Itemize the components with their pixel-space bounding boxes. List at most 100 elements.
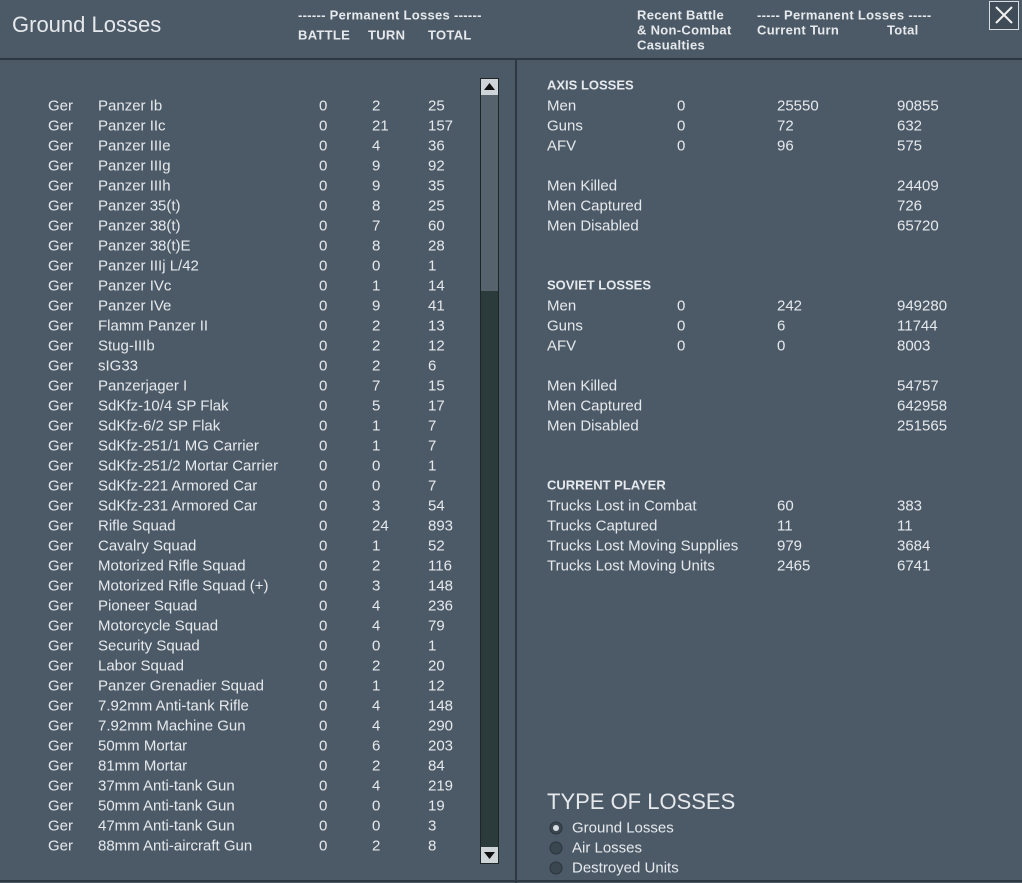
nation: Ger	[48, 157, 74, 175]
battle-losses: 0	[319, 277, 328, 295]
total-losses: 116	[428, 557, 452, 575]
column-header: Current Turn	[757, 22, 840, 38]
nation: Ger	[48, 737, 74, 755]
turn-value: 60	[777, 497, 794, 515]
loss-label: AFV	[547, 337, 577, 355]
total-value: 6741	[897, 557, 931, 575]
nation: Ger	[48, 557, 74, 575]
turn-losses: 2	[372, 837, 381, 855]
scrollbar[interactable]	[480, 78, 499, 864]
total-losses: 157	[428, 117, 454, 135]
total-value: 575	[897, 137, 923, 155]
loss-label: Men Disabled	[547, 217, 639, 235]
turn-value: 25550	[777, 97, 819, 115]
total-losses: 20	[428, 657, 445, 675]
battle-losses: 0	[319, 137, 328, 155]
turn-losses: 7	[372, 217, 381, 235]
total-losses: 148	[428, 697, 454, 715]
nation: Ger	[48, 777, 74, 795]
unit-name: sIG33	[98, 357, 139, 375]
unit-name: Panzer Ib	[98, 97, 163, 115]
nation: Ger	[48, 577, 74, 595]
unit-name: SdKfz-10/4 SP Flak	[98, 397, 229, 415]
nation: Ger	[48, 837, 74, 855]
total-value: 11744	[897, 317, 938, 335]
close-button[interactable]	[989, 1, 1019, 31]
total-losses: 7	[428, 437, 437, 455]
turn-losses: 7	[372, 377, 381, 395]
column-header: Casualties	[637, 37, 706, 53]
loss-label: Trucks Lost in Combat	[547, 497, 697, 515]
nation: Ger	[48, 677, 74, 695]
nation: Ger	[48, 177, 74, 195]
turn-losses: 2	[372, 557, 381, 575]
scrollbar-thumb[interactable]	[481, 95, 498, 291]
turn-losses: 4	[372, 617, 381, 635]
total-value: 642958	[897, 397, 948, 415]
column-header: BATTLE	[298, 27, 351, 43]
loss-label: Trucks Captured	[547, 517, 658, 535]
turn-losses: 1	[372, 437, 381, 455]
battle-losses: 0	[319, 577, 328, 595]
radio-button[interactable]	[549, 861, 563, 875]
radio-button[interactable]	[549, 841, 563, 855]
nation: Ger	[48, 397, 74, 415]
nation: Ger	[48, 217, 74, 235]
loss-type-option[interactable]: Ground Losses	[572, 819, 674, 837]
loss-label: Guns	[547, 317, 583, 335]
nation: Ger	[48, 517, 74, 535]
turn-losses: 24	[372, 517, 389, 535]
battle-value: 0	[677, 117, 686, 135]
radio-button[interactable]	[549, 821, 563, 835]
unit-name: 7.92mm Machine Gun	[98, 717, 246, 735]
total-losses: 1	[428, 257, 437, 275]
nation: Ger	[48, 717, 74, 735]
loss-type-option[interactable]: Air Losses	[572, 839, 643, 857]
unit-name: 50mm Mortar	[98, 737, 188, 755]
nation: Ger	[48, 317, 74, 335]
battle-value: 0	[677, 97, 686, 115]
battle-losses: 0	[319, 737, 328, 755]
unit-name: 50mm Anti-tank Gun	[98, 797, 235, 815]
unit-name: Motorcycle Squad	[98, 617, 219, 635]
turn-losses: 9	[372, 177, 381, 195]
total-losses: 1	[428, 637, 437, 655]
battle-losses: 0	[319, 217, 328, 235]
total-losses: 41	[428, 297, 445, 315]
unit-name: SdKfz-231 Armored Car	[98, 497, 258, 515]
bottom-border	[0, 880, 1022, 882]
total-value: 3684	[897, 537, 931, 555]
unit-name: Panzer Grenadier Squad	[98, 677, 264, 695]
loss-label: Men Killed	[547, 177, 618, 195]
turn-value: 979	[777, 537, 803, 555]
total-losses: 92	[428, 157, 445, 175]
turn-losses: 2	[372, 657, 381, 675]
battle-losses: 0	[319, 437, 328, 455]
total-losses: 148	[428, 577, 454, 595]
turn-losses: 0	[372, 477, 381, 495]
nation: Ger	[48, 277, 74, 295]
unit-name: 88mm Anti-aircraft Gun	[98, 837, 253, 855]
turn-losses: 0	[372, 637, 381, 655]
battle-losses: 0	[319, 537, 328, 555]
battle-value: 0	[677, 337, 686, 355]
scroll-up[interactable]	[481, 79, 498, 95]
total-losses: 35	[428, 177, 445, 195]
scroll-down[interactable]	[481, 847, 498, 863]
total-losses: 3	[428, 817, 437, 835]
turn-losses: 8	[372, 237, 381, 255]
turn-losses: 1	[372, 677, 381, 695]
unit-name: SdKfz-6/2 SP Flak	[98, 417, 221, 435]
loss-label: Men Captured	[547, 197, 643, 215]
unit-list: Ger Panzer Ib 0 2 25 Ger Panzer IIc 0 21 157 Ger Pa…	[0, 62, 478, 862]
total-value: 8003	[897, 337, 931, 355]
loss-label: Men	[547, 97, 577, 115]
nation: Ger	[48, 117, 74, 135]
total-losses: 236	[428, 597, 454, 615]
unit-name: Labor Squad	[98, 657, 184, 675]
unit-name: Panzerjager I	[98, 377, 188, 395]
total-losses: 6	[428, 357, 437, 375]
battle-losses: 0	[319, 177, 328, 195]
loss-type-option[interactable]: Destroyed Units	[572, 859, 679, 877]
battle-losses: 0	[319, 237, 328, 255]
